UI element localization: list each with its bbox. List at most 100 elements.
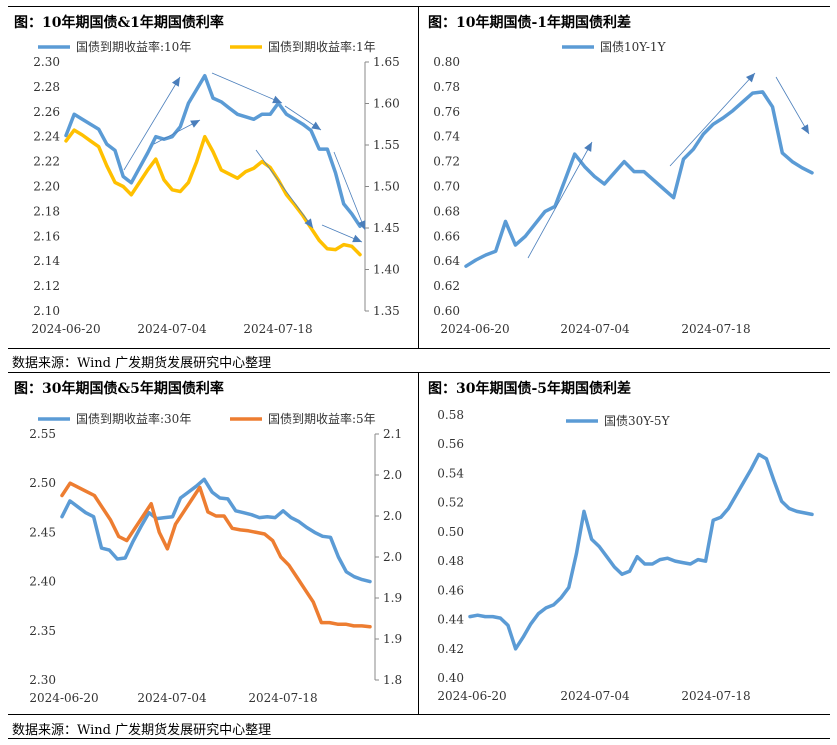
- divider-top: [418, 7, 419, 348]
- legend-label-2: 国债到期收益率:1年: [268, 39, 376, 54]
- y-left-tick-label: 2.28: [33, 80, 60, 94]
- y-left-tick-label: 0.54: [437, 466, 464, 480]
- y-left-tick-label: 0.48: [437, 554, 464, 568]
- annotation-arrow: [527, 141, 593, 259]
- y-left-tick-label: 2.24: [33, 130, 60, 144]
- y-left-tick-label: 0.40: [437, 671, 464, 685]
- y-left-tick-label: 0.66: [433, 229, 460, 243]
- annotation-arrow: [211, 72, 283, 104]
- y-left-tick-label: 0.60: [433, 304, 460, 318]
- annotation-arrow: [775, 76, 810, 135]
- y-left-tick-label: 0.64: [433, 254, 460, 268]
- y-left-tick-label: 2.18: [33, 204, 60, 218]
- y-right-tick-label: 1.55: [373, 138, 400, 152]
- x-tick-label: 2024-07-18: [248, 691, 317, 705]
- y-right-tick-label: 1.35: [373, 304, 400, 318]
- source-note-top: 数据来源：Wind 广发期货发展研究中心整理: [12, 356, 272, 371]
- y-left-tick-label: 0.44: [437, 613, 464, 627]
- y-left-tick-label: 2.22: [33, 155, 60, 169]
- y-left-tick-label: 0.76: [433, 105, 460, 119]
- bottom-border-end: [8, 738, 830, 739]
- x-tick-label: 2024-06-20: [437, 689, 506, 703]
- annotation-arrow: [333, 151, 366, 231]
- annotation-arrow-head: [190, 120, 200, 128]
- annotation-arrow-head: [311, 121, 321, 130]
- y-left-tick-label: 2.20: [33, 180, 60, 194]
- series-line-2: [64, 128, 362, 257]
- y-left-tick-label: 0.74: [433, 130, 460, 144]
- chart-title-10y-1y-rates: 图：10年期国债&1年期国债利率: [14, 15, 224, 31]
- y-right-tick-label: 1.50: [373, 180, 400, 194]
- y-right-tick-label: 1.65: [373, 55, 400, 69]
- x-tick-label: 2024-07-04: [560, 689, 630, 703]
- y-right-tick-label: 1.45: [373, 221, 400, 235]
- series-line-1: [64, 73, 362, 229]
- annotation-arrow-head: [272, 95, 282, 104]
- y-right-tick-label: 2.1: [383, 427, 402, 441]
- legend-label-1: 国债到期收益率:10年: [76, 39, 191, 54]
- annotation-arrow-head: [745, 73, 755, 83]
- annotation-arrow: [255, 149, 314, 229]
- y-left-tick-label: 0.78: [433, 80, 460, 94]
- y-left-tick-label: 0.50: [437, 525, 464, 539]
- y-right-tick-label: 1.40: [373, 263, 400, 277]
- legend-label-1: 国债到期收益率:30年: [76, 411, 191, 426]
- annotation-arrow-head: [304, 218, 313, 228]
- y-right-tick-label: 2.0: [383, 468, 402, 482]
- y-left-tick-label: 2.50: [29, 476, 56, 490]
- x-tick-label: 2024-06-20: [29, 691, 98, 705]
- annotation-arrow: [123, 76, 181, 171]
- x-tick-label: 2024-06-20: [31, 322, 100, 336]
- y-left-tick-label: 0.68: [433, 204, 460, 218]
- y-right-tick-label: 1.9: [383, 591, 402, 605]
- x-tick-label: 2024-07-18: [681, 322, 750, 336]
- annotation-arrow: [669, 72, 756, 167]
- annotation-arrow-head: [584, 142, 592, 152]
- legend-label-2: 国债到期收益率:5年: [268, 411, 376, 426]
- y-left-tick-label: 2.16: [33, 229, 60, 243]
- y-left-tick-label: 2.30: [29, 673, 56, 687]
- x-tick-label: 2024-06-20: [440, 322, 509, 336]
- y-left-tick-label: 2.12: [33, 279, 60, 293]
- x-tick-label: 2024-07-18: [681, 689, 750, 703]
- y-right-tick-label: 2.0: [383, 550, 402, 564]
- y-left-tick-label: 2.35: [29, 624, 56, 638]
- x-tick-label: 2024-07-04: [560, 322, 630, 336]
- chart-title-30y-5y-rates: 图：30年期国债&5年期国债利率: [14, 381, 224, 397]
- series-line-1: [60, 477, 372, 584]
- y-left-tick-label: 0.80: [433, 55, 460, 69]
- y-left-tick-label: 0.46: [437, 583, 464, 597]
- y-left-tick-label: 2.45: [29, 525, 56, 539]
- x-tick-label: 2024-07-04: [137, 322, 207, 336]
- y-left-tick-label: 0.72: [433, 155, 460, 169]
- annotation-arrow-head: [352, 234, 362, 243]
- x-tick-label: 2024-07-04: [137, 691, 207, 705]
- bottom-border: [8, 714, 830, 715]
- y-left-tick-label: 0.62: [433, 279, 460, 293]
- y-left-tick-label: 2.26: [33, 105, 60, 119]
- y-left-tick-label: 2.55: [29, 427, 56, 441]
- chart-title-10y-1y-spread: 图：10年期国债-1年期国债利差: [428, 15, 632, 31]
- y-left-tick-label: 0.58: [437, 408, 464, 422]
- top-border: [8, 6, 830, 7]
- annotation-arrow-head: [801, 124, 809, 134]
- y-left-tick-label: 2.14: [33, 254, 60, 268]
- divider-bottom: [418, 373, 419, 714]
- y-left-tick-label: 0.56: [437, 437, 464, 451]
- y-left-tick-label: 2.40: [29, 575, 56, 589]
- y-left-tick-label: 0.70: [433, 180, 460, 194]
- y-right-tick-label: 1.60: [373, 97, 400, 111]
- chart-title-30y-5y-spread: 图：30年期国债-5年期国债利差: [428, 381, 632, 397]
- series-line-1: [468, 452, 814, 651]
- y-left-tick-label: 2.10: [33, 304, 60, 318]
- x-tick-label: 2024-07-18: [243, 322, 312, 336]
- y-left-tick-label: 0.52: [437, 496, 464, 510]
- y-right-tick-label: 2.0: [383, 509, 402, 523]
- series-line-2: [60, 481, 372, 629]
- annotation-arrow-head: [357, 220, 366, 230]
- y-left-tick-label: 0.42: [437, 642, 464, 656]
